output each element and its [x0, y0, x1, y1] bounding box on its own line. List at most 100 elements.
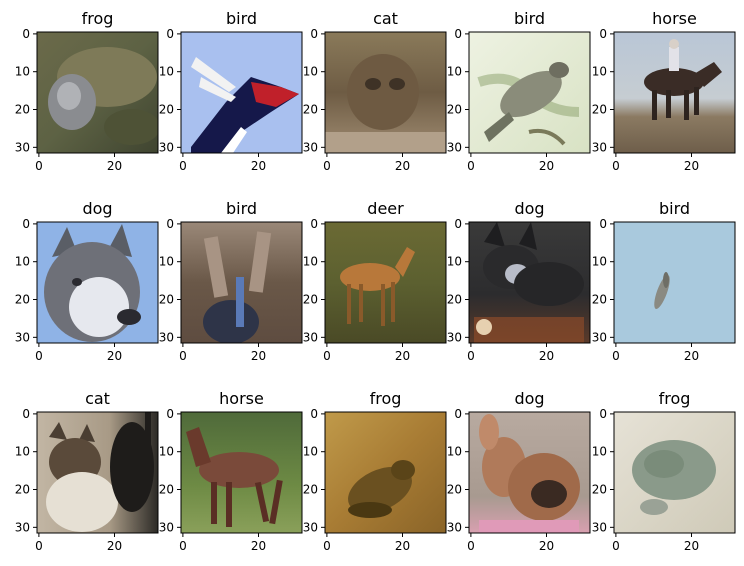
panel-title: dog — [514, 389, 544, 408]
y-tick-label: 20 — [15, 103, 30, 117]
y-tick-label: 30 — [159, 140, 174, 154]
y-tick-label: 30 — [303, 330, 318, 344]
x-tick-label: 20 — [395, 349, 410, 363]
x-tick-label: 20 — [251, 159, 266, 173]
x-tick-label: 20 — [539, 349, 554, 363]
panel-title: cat — [85, 389, 110, 408]
panel-frame — [36, 221, 159, 344]
y-tick-label: 20 — [592, 103, 607, 117]
y-tick-label: 0 — [454, 407, 462, 421]
panel-image — [614, 222, 735, 343]
panel-frame — [613, 411, 736, 534]
panel-image — [37, 32, 158, 153]
y-tick-label: 30 — [15, 520, 30, 534]
x-tick-label: 0 — [323, 349, 331, 363]
y-tick-label: 0 — [22, 407, 30, 421]
y-tick-label: 10 — [592, 65, 607, 79]
y-tick-label: 0 — [166, 27, 174, 41]
panel-image — [325, 222, 446, 343]
panel-frame — [180, 411, 303, 534]
y-tick-label: 0 — [454, 217, 462, 231]
y-tick-label: 10 — [303, 255, 318, 269]
panel-title: bird — [514, 9, 545, 28]
y-tick-label: 0 — [454, 27, 462, 41]
y-tick-label: 10 — [447, 445, 462, 459]
y-tick-label: 30 — [592, 330, 607, 344]
x-tick-label: 20 — [107, 159, 122, 173]
y-tick-label: 30 — [447, 520, 462, 534]
x-tick-label: 0 — [35, 539, 43, 553]
y-tick-label: 10 — [303, 65, 318, 79]
y-tick-label: 30 — [447, 140, 462, 154]
panel-frame — [36, 31, 159, 154]
x-tick-label: 20 — [684, 349, 699, 363]
x-tick-label: 0 — [612, 349, 620, 363]
y-tick-label: 10 — [447, 65, 462, 79]
panel-title: horse — [652, 9, 697, 28]
panel-image — [469, 32, 590, 153]
panel-title: dog — [82, 199, 112, 218]
panel-frame — [36, 411, 159, 534]
y-tick-label: 20 — [159, 483, 174, 497]
panel-frame — [324, 221, 447, 344]
y-tick-label: 10 — [447, 255, 462, 269]
y-tick-label: 10 — [592, 445, 607, 459]
y-tick-label: 20 — [592, 293, 607, 307]
x-tick-label: 0 — [467, 539, 475, 553]
y-tick-label: 30 — [159, 330, 174, 344]
x-tick-label: 0 — [612, 539, 620, 553]
panel-title: bird — [659, 199, 690, 218]
y-tick-label: 0 — [599, 27, 607, 41]
panel-title: frog — [659, 389, 691, 408]
y-tick-label: 20 — [303, 293, 318, 307]
y-tick-label: 20 — [159, 103, 174, 117]
y-tick-label: 20 — [592, 483, 607, 497]
panel-frame — [180, 221, 303, 344]
panel-frame — [324, 31, 447, 154]
y-tick-label: 20 — [15, 483, 30, 497]
panel-title: horse — [219, 389, 264, 408]
y-tick-label: 20 — [303, 483, 318, 497]
panel-title: frog — [82, 9, 114, 28]
y-tick-label: 0 — [310, 407, 318, 421]
y-tick-label: 0 — [599, 217, 607, 231]
x-tick-label: 0 — [179, 349, 187, 363]
y-tick-label: 10 — [15, 445, 30, 459]
panel-title: cat — [373, 9, 398, 28]
panel-image — [181, 222, 302, 343]
panel-frame — [468, 221, 591, 344]
x-tick-label: 20 — [107, 539, 122, 553]
panel-image — [181, 412, 302, 533]
y-tick-label: 30 — [592, 140, 607, 154]
y-tick-label: 20 — [447, 103, 462, 117]
x-tick-label: 0 — [467, 159, 475, 173]
x-tick-label: 0 — [467, 349, 475, 363]
panel-image — [469, 222, 590, 343]
panel-title: deer — [367, 199, 404, 218]
x-tick-label: 0 — [179, 159, 187, 173]
y-tick-label: 0 — [310, 27, 318, 41]
y-tick-label: 20 — [159, 293, 174, 307]
x-tick-label: 20 — [684, 159, 699, 173]
y-tick-label: 10 — [15, 65, 30, 79]
y-tick-label: 30 — [592, 520, 607, 534]
panel-image — [614, 32, 735, 153]
panel-title: bird — [226, 9, 257, 28]
x-tick-label: 20 — [395, 159, 410, 173]
panel-image — [469, 412, 590, 533]
panel-image — [325, 412, 446, 533]
y-tick-label: 0 — [310, 217, 318, 231]
panel-frame — [324, 411, 447, 534]
panel-frame — [468, 411, 591, 534]
y-tick-label: 0 — [22, 217, 30, 231]
y-tick-label: 30 — [15, 140, 30, 154]
y-tick-label: 0 — [599, 407, 607, 421]
y-tick-label: 0 — [166, 217, 174, 231]
panel-image — [614, 412, 735, 533]
panel-image — [37, 412, 158, 533]
y-tick-label: 20 — [447, 293, 462, 307]
y-tick-label: 10 — [303, 445, 318, 459]
y-tick-label: 30 — [303, 520, 318, 534]
y-tick-label: 20 — [15, 293, 30, 307]
